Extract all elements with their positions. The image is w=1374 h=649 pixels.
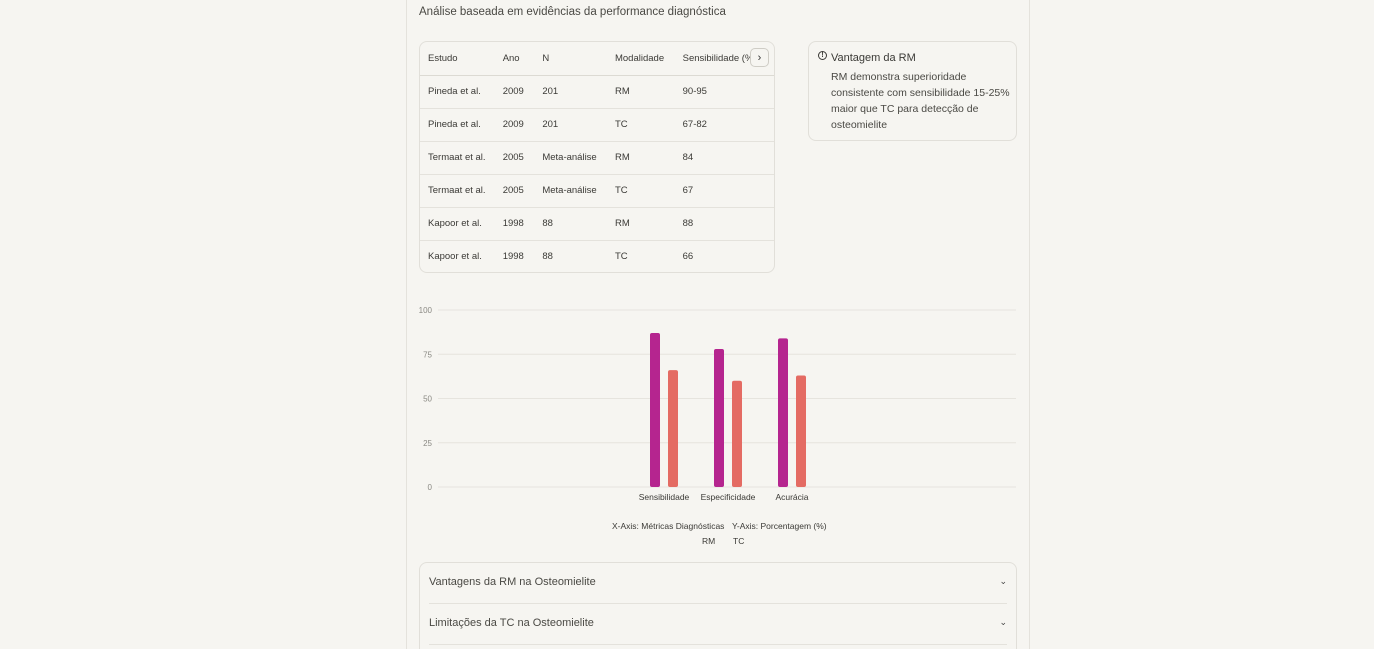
cell-n: 88 [534,207,607,241]
table-row: Termaat et al. 2005 Meta-análise RM 84 [420,141,774,175]
cell-n: 201 [534,108,607,142]
accordion-item-vantagens-rm[interactable]: Vantagens da RM na Osteomielite ⌄ [429,563,1007,604]
cell-ano: 2005 [494,141,535,175]
bar-rm-0 [650,333,660,487]
cell-estudo: Kapoor et al. [428,251,482,263]
studies-table-card[interactable]: Estudo Ano N Modalidade Sensibilidade (%… [419,41,775,273]
alert-body: RM demonstra superioridade consistente c… [831,71,1010,131]
y-tick-label: 75 [423,350,432,359]
legend-rm: RM [702,536,716,546]
rm-advantage-alert: ! Vantagem da RM RM demonstra superiorid… [808,41,1017,141]
page-subtitle: Análise baseada em evidências da perform… [419,6,726,18]
studies-table: Estudo Ano N Modalidade Sensibilidade (%… [420,42,774,272]
table-header-row: Estudo Ano N Modalidade Sensibilidade (% [420,42,774,76]
table-row: Pineda et al. 2009 201 RM 90-95 [420,75,774,109]
column-header-n: N [534,42,607,76]
table-row: Kapoor et al. 1998 88 TC 66 [420,240,774,272]
cell-n: Meta-análise [534,141,607,175]
x-tick-label: Sensibilidade [639,492,690,502]
diagnostic-metrics-chart: 0 25 50 75 100 Sensibilidade Especificidade Acu… [400,300,1030,550]
cell-estudo: Pineda et al. [420,75,495,109]
cell-ano: 1998 [502,251,524,263]
cell-n: 88 [542,251,553,263]
x-tick-label: Acurácia [775,492,808,502]
bar-tc-1 [732,380,742,487]
cell-estudo: Kapoor et al. [420,207,495,241]
cell-modalidade: RM [606,141,675,175]
y-tick-label: 100 [419,306,433,315]
bar-rm-2 [778,338,788,487]
bar-chart-svg: 0 25 50 75 100 Sensibilidade Especificidade Acu… [419,306,1016,502]
cell-modalidade: RM [606,207,675,241]
cell-sensibilidade: 84 [674,141,774,175]
y-tick-label: 0 [428,483,433,492]
cell-sensibilidade: 66 [682,251,694,263]
y-tick-label: 50 [423,395,432,404]
x-axis-caption: X-Axis: Métricas Diagnósticas [612,521,725,531]
cell-estudo: Termaat et al. [420,174,495,208]
bar-tc-0 [668,370,678,487]
cell-n: 201 [534,75,607,109]
cell-n: Meta-análise [534,174,607,208]
chevron-down-icon: ⌄ [999,576,1007,586]
x-tick-label: Especificidade [701,492,756,502]
y-axis-caption: Y-Axis: Porcentagem (%) [732,521,827,531]
info-accordion: Vantagens da RM na Osteomielite ⌄ Limita… [419,562,1017,649]
cell-sensibilidade: 67-82 [674,108,774,142]
cell-estudo: Termaat et al. [420,141,495,175]
cell-ano: 2009 [494,75,535,109]
accordion-label: Limitações da TC na Osteomielite [429,617,594,629]
cell-modalidade: TC [614,251,628,263]
cell-modalidade: TC [606,174,675,208]
chevron-down-icon: ⌄ [999,617,1007,627]
column-header-modalidade: Modalidade [606,42,675,76]
cell-modalidade: RM [606,75,675,109]
column-header-estudo: Estudo [420,42,495,76]
scroll-right-button[interactable]: › [750,48,769,67]
table-row: Pineda et al. 2009 201 TC 67-82 [420,108,774,142]
cell-modalidade: TC [606,108,675,142]
info-icon: ! [818,51,827,60]
chevron-right-icon: › [757,51,762,64]
y-tick-label: 25 [423,439,432,448]
column-header-ano: Ano [494,42,535,76]
accordion-label: Vantagens da RM na Osteomielite [429,576,596,588]
table-row: Kapoor et al. 1998 88 RM 88 [420,207,774,241]
legend-tc: TC [733,536,745,546]
cell-ano: 2009 [494,108,535,142]
cell-sensibilidade: 67 [674,174,774,208]
cell-sensibilidade: 88 [674,207,774,241]
accordion-item-limitacoes-tc[interactable]: Limitações da TC na Osteomielite ⌄ [429,604,1007,645]
cell-ano: 2005 [494,174,535,208]
bar-rm-1 [714,348,724,487]
alert-title: Vantagem da RM [831,52,916,64]
bar-tc-2 [796,375,806,487]
cell-ano: 1998 [494,207,535,241]
table-row: Termaat et al. 2005 Meta-análise TC 67 [420,174,774,208]
cell-sensibilidade: 90-95 [674,75,774,109]
cell-estudo: Pineda et al. [420,108,495,142]
